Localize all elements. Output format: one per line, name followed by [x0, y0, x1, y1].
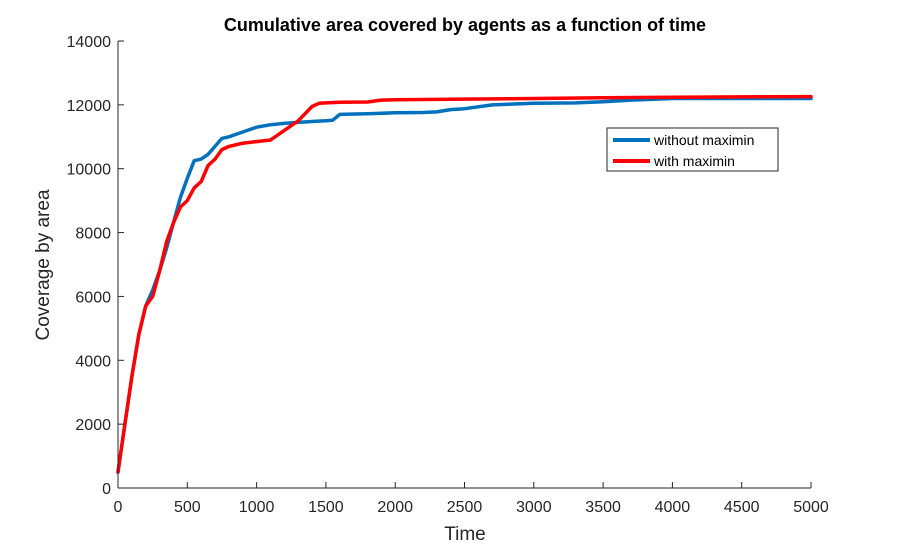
- y-tick-label: 12000: [67, 98, 112, 115]
- chart-title: Cumulative area covered by agents as a f…: [224, 15, 706, 35]
- y-tick-label: 2000: [75, 417, 111, 434]
- x-tick-label: 1500: [308, 499, 344, 516]
- x-tick-label: 5000: [793, 499, 829, 516]
- x-tick-label: 2500: [447, 499, 483, 516]
- legend-label-without-maximin: without maximin: [653, 132, 754, 148]
- y-tick-label: 8000: [75, 226, 111, 243]
- x-axis-label: Time: [444, 524, 486, 545]
- y-tick-label: 10000: [67, 162, 112, 179]
- x-tick-label: 0: [114, 499, 123, 516]
- x-tick-label: 3000: [516, 499, 552, 516]
- y-axis-label: Coverage by area: [33, 189, 54, 340]
- x-tick-label: 3500: [585, 499, 621, 516]
- legend: without maximin with maximin: [606, 127, 779, 172]
- series-line-with-maximin: [116, 94, 813, 474]
- y-tick-label: 6000: [75, 289, 111, 306]
- x-tick-label: 2000: [377, 499, 413, 516]
- y-axis: 0 2000 4000 6000 8000 10000 12000 14000: [67, 34, 124, 498]
- legend-box: [606, 127, 779, 172]
- x-tick-label: 4000: [655, 499, 691, 516]
- y-tick-label: 4000: [75, 353, 111, 370]
- y-tick-label: 14000: [67, 34, 112, 51]
- y-tick-label: 0: [102, 481, 111, 498]
- plot-area: [116, 94, 813, 474]
- x-tick-label: 1000: [239, 499, 275, 516]
- legend-label-with-maximin: with maximin: [653, 153, 735, 169]
- x-tick-label: 500: [174, 499, 201, 516]
- x-tick-label: 4500: [724, 499, 760, 516]
- x-axis: 0 500 1000 1500 2000 2500 3000 3500 4000 4500 5000: [114, 482, 829, 516]
